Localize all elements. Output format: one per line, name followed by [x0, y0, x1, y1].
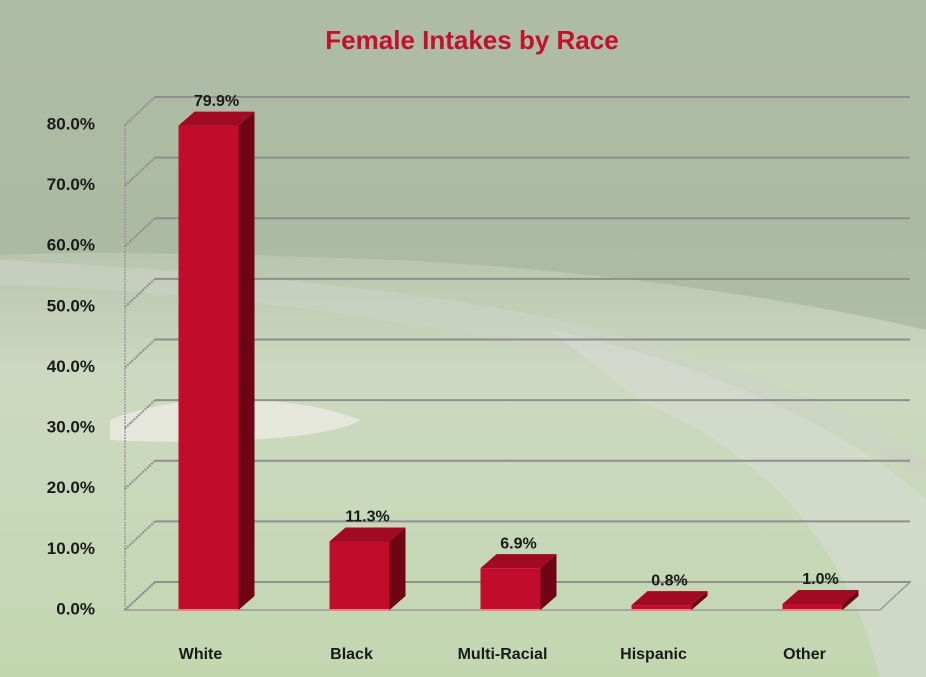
bar	[329, 541, 390, 610]
bar-top	[631, 591, 708, 606]
y-tick-label: 50.0%	[47, 296, 95, 315]
x-tick-label: Black	[330, 646, 373, 663]
value-label: 79.9%	[194, 93, 239, 110]
grid-line	[124, 156, 156, 187]
y-tick-label: 80.0%	[47, 114, 95, 133]
y-tick-label: 60.0%	[47, 236, 95, 255]
grid-line	[124, 399, 156, 429]
grid-line	[124, 338, 156, 369]
bar-side	[842, 589, 859, 610]
y-tick-label: 0.0%	[56, 599, 95, 618]
x-tick-label: Multi-Racial	[458, 646, 548, 663]
bar-top	[178, 111, 255, 126]
x-tick-label: Other	[783, 646, 826, 663]
bar-side	[238, 111, 255, 610]
bar-side	[389, 527, 406, 610]
y-tick-label: 40.0%	[47, 357, 95, 376]
bar-top	[329, 527, 406, 542]
bar-top	[782, 589, 859, 604]
grid-line	[124, 520, 156, 551]
y-tick-label: 30.0%	[47, 418, 95, 437]
bar-side	[691, 591, 708, 610]
grid-line	[124, 581, 156, 611]
value-label: 0.8%	[651, 572, 687, 589]
grid-line	[124, 278, 156, 308]
bar-side	[540, 554, 557, 610]
bar	[178, 125, 239, 610]
x-tick-label: Hispanic	[620, 646, 687, 663]
x-tick-label: White	[179, 646, 223, 663]
bar-top	[480, 554, 557, 569]
y-tick-label: 10.0%	[47, 539, 95, 558]
bar	[631, 605, 692, 610]
grid-line	[124, 217, 156, 247]
y-tick-label: 20.0%	[47, 478, 95, 497]
y-tick-label: 70.0%	[47, 175, 95, 194]
grid-line	[124, 96, 156, 126]
bar	[782, 603, 843, 610]
bar	[480, 568, 541, 610]
chart-title: Female Intakes by Race	[325, 25, 618, 55]
value-label: 6.9%	[500, 535, 536, 552]
grid-line	[124, 460, 156, 490]
value-label: 1.0%	[802, 571, 838, 588]
value-label: 11.3%	[345, 509, 389, 526]
